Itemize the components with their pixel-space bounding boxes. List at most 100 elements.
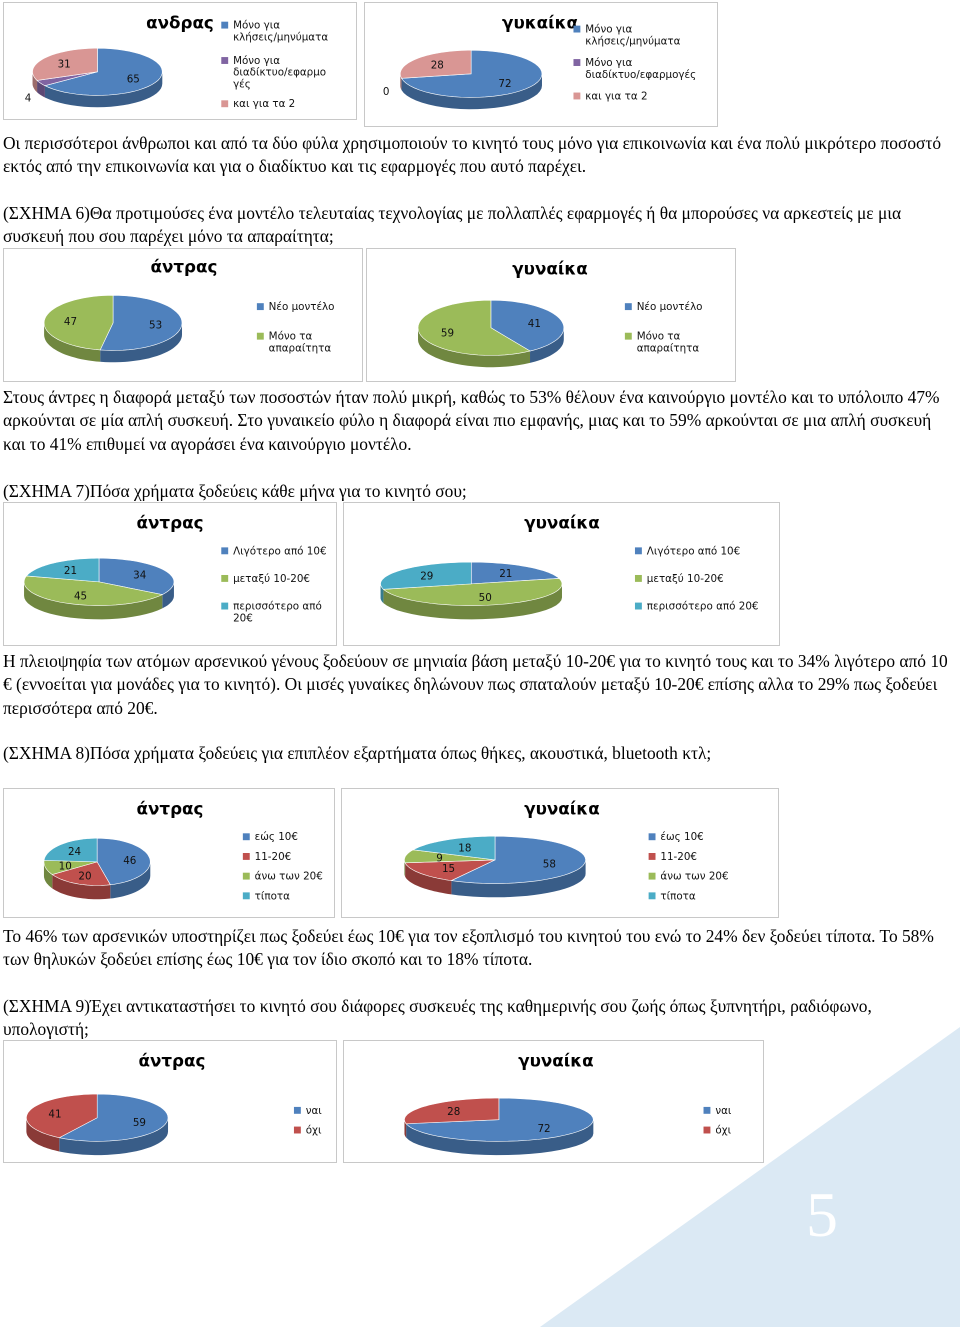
legend-label: έως 10€ [660,831,703,843]
pie-slice-side [26,1117,60,1152]
legend-label: περισσότερο από 20€ [233,601,322,625]
chart-fig7-men: 34 45 21 άντρας Λιγότερο από 10€ μεταξύ 10-20… [3,502,337,646]
chart-fig8-women: 58 15 9 18 γυναίκα έως 10€ 11-20€ άνω των 20€ τί… [341,788,779,918]
pie-data-label: 21 [64,565,77,577]
chart-title: γυναίκα [524,799,599,819]
legend-swatch [242,892,250,900]
chart-svg: 34 45 21 άντρας Λιγότερο από 10€ μεταξύ 10-20… [23,513,327,625]
legend-swatch [293,1106,301,1114]
pie-slice [380,561,472,590]
chart-fig9-men: 59 41 άντρας ναι όχι [3,1040,337,1163]
chart-fig5-men: 65 4 31 ανδρας Μόνο για κλήσεις/μηνύματα Μόνο … [3,2,357,120]
pie-slice [25,557,100,583]
pie-slice [450,835,586,884]
legend-swatch [221,57,229,64]
chart-svg: 58 159 18 γυναίκα έως 10€ 11-20€ άνω των 20€ τί… [404,799,729,902]
pie-data-label: 65 [127,73,140,85]
pie-data-label: 45 [74,590,87,602]
pie-slice-side [401,73,542,110]
pie-slice-side [383,583,562,620]
pie-data-label: 47 [64,316,77,328]
chart-title: άντρας [150,257,217,277]
chart-svg: 41 59 γυναίκα Νέο μοντέλο Μόνο τα απαραίτητα [417,259,703,368]
legend-label: περισσότερο από 20€ [647,601,759,613]
paragraph-4: (ΣΧΗΜΑ 7)Πόσα χρήματα ξοδεύεις κάθε μήνα… [3,481,467,501]
legend-swatch [293,1126,301,1134]
chart-fig9-women: 72 28 γυναίκα ναι όχι [343,1040,764,1163]
chart-svg: 46 20 10 24 άντρας εώς 10€ 11-20€ άνω των 20€ τί… [43,799,323,902]
legend-label: και για τα 2 [233,98,295,110]
legend-swatch [221,547,229,555]
paragraph-2: (ΣΧΗΜΑ 6)Θα προτιμούσες ένα μοντέλο τελε… [3,203,902,247]
pie-data-label: 59 [133,1117,146,1129]
pie-data-label: 10 [59,860,72,872]
pie-data-label: 72 [537,1123,550,1135]
legend-swatch [648,872,656,880]
chart-title: άντρας [137,799,204,819]
pie-data-label: 4 [25,92,32,104]
legend-swatch [242,833,250,841]
pie-slice-side [44,71,163,108]
legend-label: 11-20€ [255,851,292,863]
pie-data-label: 58 [543,858,556,870]
chart-svg: 65 4 31 ανδρας Μόνο για κλήσεις/μηνύματα Μόνο … [25,13,329,111]
pie-slice-side [24,581,163,620]
pie-data-label: 41 [528,318,541,330]
paragraph-5: Η πλειοψηφία των ατόμων αρσενικού γένους… [3,651,948,718]
chart-title: γυναίκα [512,259,588,279]
legend-swatch [221,574,229,582]
pie-slice [26,1093,98,1139]
legend-label: μεταξύ 10-20€ [647,573,724,585]
page-corner-decoration [540,1027,960,1327]
pie-data-label: 28 [431,59,444,71]
legend-label: μεταξύ 10-20€ [233,573,310,585]
pie-data-label: 0 [383,86,390,98]
pie-slice [23,575,164,606]
paragraph-7: Το 46% των αρσενικών υποστηρίζει πως ξοδ… [3,926,934,970]
legend-label: Μόνο για κλήσεις/μηνύματα [233,20,328,44]
chart-svg: 21 50 29 γυναίκα Λιγότερο από 10€ μεταξύ 10-2… [380,513,759,620]
legend-label: τίποτα [660,890,695,902]
pie-slice [99,294,183,351]
pie-slice [43,837,98,863]
legend-label: όχι [715,1124,731,1136]
pie-slice [470,561,560,585]
pie-data-label: 34 [133,570,146,582]
pie-data-label: 72 [498,78,511,90]
chart-fig8-men: 46 20 10 24 άντρας εώς 10€ 11-20€ άνω των 20€ τί… [3,788,335,918]
pie-slice [401,49,543,98]
legend-label: Νέο μοντέλο [637,301,703,313]
pie-data-label: 20 [78,870,91,882]
chart-svg: 72 0 28 γυκαίκα Μόνο για κλήσεις/μηνύματα Μόνο… [383,13,696,110]
pie-slice [405,1097,594,1142]
legend-swatch [256,332,264,340]
pie-slice [412,835,496,861]
legend-label: άνω των 20€ [255,871,323,883]
legend-swatch [573,92,581,100]
pie-slice [399,49,472,79]
legend-swatch [242,853,250,860]
legend-label: όχι [306,1124,322,1136]
pie-slice [404,1097,500,1125]
legend-label: Μόνο για κλήσεις/μηνύματα [585,24,680,48]
legend-swatch [256,303,264,311]
chart-title: γυκαίκα [502,13,578,33]
legend-swatch [634,602,642,610]
chart-fig5-women: 72 0 28 γυκαίκα Μόνο για κλήσεις/μηνύματα Μόνο… [364,2,718,127]
pie-slice [36,71,98,86]
chart-fig6-men: 53 47 άντρας Νέο μοντέλο Μόνο τα απαραίτητα [3,248,363,382]
page-number: 5 [806,1179,838,1250]
pie-data-label: 46 [123,855,136,867]
paragraph-6: (ΣΧΗΜΑ 8)Πόσα χρήματα ξοδεύεις για επιπλ… [3,743,712,763]
pie-data-label: 59 [441,327,454,339]
paragraph-8: (ΣΧΗΜΑ 9)Έχει αντικαταστήσει το κινητό σ… [3,996,872,1040]
legend-label: Λιγότερο από 10€ [233,545,326,557]
pie-slice [382,578,563,606]
chart-fig6-women: 41 59 γυναίκα Νέο μοντέλο Μόνο τα απαραίτητα [366,248,736,382]
legend-swatch [648,853,656,860]
legend-label: Μόνο τα απαραίτητα [269,331,332,355]
pie-slice [404,859,496,881]
pie-slice-side [530,327,564,363]
legend-swatch [573,59,581,66]
